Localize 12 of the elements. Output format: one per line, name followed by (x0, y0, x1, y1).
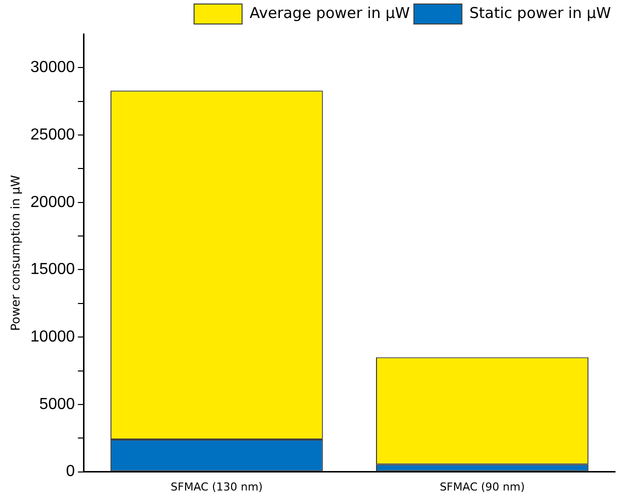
legend-label: Static power in μW (469, 4, 612, 22)
y-tick-label: 30000 (30, 59, 75, 76)
y-axis-title: Power consumption in μW (8, 174, 22, 331)
legend-label: Average power in μW (250, 4, 410, 22)
y-tick-label: 20000 (30, 194, 75, 211)
y-tick-label: 0 (66, 463, 75, 480)
x-tick-label: SFMAC (130 nm) (170, 480, 263, 494)
x-tick-label: SFMAC (90 nm) (440, 480, 525, 494)
y-tick-label: 5000 (39, 396, 75, 413)
y-tick-label: 15000 (30, 261, 75, 278)
y-tick-label: 25000 (30, 126, 75, 144)
y-tick-label: 10000 (30, 328, 75, 346)
